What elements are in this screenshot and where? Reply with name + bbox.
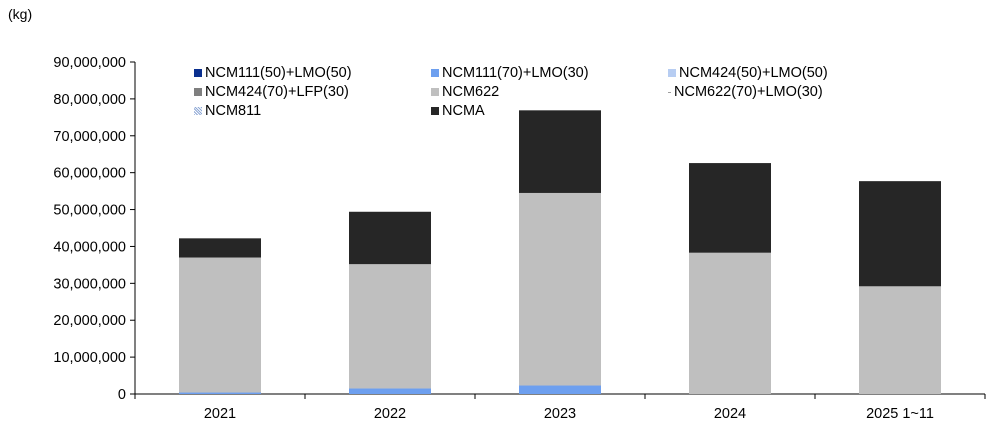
legend-item-ncm424-70-lfp-30: NCM424(70)+LFP(30) (194, 84, 349, 100)
bar-segment-ncm622 (349, 264, 431, 389)
legend-swatch (194, 69, 202, 77)
legend-swatch (668, 91, 671, 93)
legend-label: NCM622 (442, 84, 500, 100)
legend-label: NCM811 (205, 103, 262, 119)
legend-item-ncm111-50-lmo-50: NCM111(50)+LMO(50) (194, 65, 352, 81)
legend-swatch (431, 88, 439, 96)
bar-segment-ncm622 (859, 286, 941, 394)
x-tick-label: 2022 (374, 406, 406, 422)
legend-swatch (668, 69, 676, 77)
legend-item-ncm622-70-lmo-30: NCM622(70)+LMO(30) (668, 84, 823, 100)
y-tick-label: 10,000,000 (53, 350, 126, 366)
legend-label: NCM111(50)+LMO(50) (205, 65, 352, 81)
y-tick-label: 80,000,000 (53, 92, 126, 108)
legend-label: NCM622(70)+LMO(30) (674, 84, 823, 100)
legend-swatch (194, 107, 202, 115)
y-tick-label: 70,000,000 (53, 129, 126, 145)
legend-label: NCM424(70)+LFP(30) (205, 84, 349, 100)
y-axis-unit-label: (kg) (8, 6, 33, 22)
legend-item-ncm622: NCM622 (431, 84, 499, 100)
bar-segment-ncm622 (179, 257, 261, 393)
bar-segment-ncm622 (519, 192, 601, 386)
bar-segment-ncm622 (689, 252, 771, 394)
bar-segment-ncma (179, 238, 261, 258)
legend-swatch (431, 69, 439, 77)
legend-item-ncm811: NCM811 (194, 103, 261, 119)
bar-segment-ncm111-70-lmo-30 (519, 385, 601, 394)
bar-segment-ncma (349, 211, 431, 265)
legend-item-ncm424-50-lmo-50: NCM424(50)+LMO(50) (668, 65, 828, 81)
legend-swatch (194, 88, 202, 96)
bar-segment-ncm111-70-lmo-30 (179, 392, 261, 394)
x-tick-label: 2021 (204, 406, 236, 422)
legend-label: NCM111(70)+LMO(30) (442, 65, 589, 81)
bar-segment-ncm111-70-lmo-30 (349, 388, 431, 394)
y-tick-label: 40,000,000 (53, 239, 126, 255)
bar-segment-ncma (859, 181, 941, 287)
y-tick-label: 90,000,000 (53, 55, 126, 71)
legend-swatch (431, 107, 439, 115)
legend-label: NCMA (442, 103, 485, 119)
y-tick-label: 0 (118, 387, 126, 403)
x-tick-label: 2024 (714, 406, 746, 422)
bar-segment-ncma (689, 163, 771, 253)
y-tick-label: 50,000,000 (53, 203, 126, 219)
y-tick-label: 20,000,000 (53, 313, 126, 329)
x-tick-label: 2023 (544, 406, 576, 422)
y-tick-label: 30,000,000 (53, 276, 126, 292)
legend-label: NCM424(50)+LMO(50) (679, 65, 828, 81)
bar-segment-ncma (519, 110, 601, 193)
legend-item-ncm111-70-lmo-30: NCM111(70)+LMO(30) (431, 65, 589, 81)
x-tick-label: 2025 1~11 (866, 406, 934, 422)
legend-item-ncma: NCMA (431, 103, 485, 119)
y-tick-label: 60,000,000 (53, 166, 126, 182)
